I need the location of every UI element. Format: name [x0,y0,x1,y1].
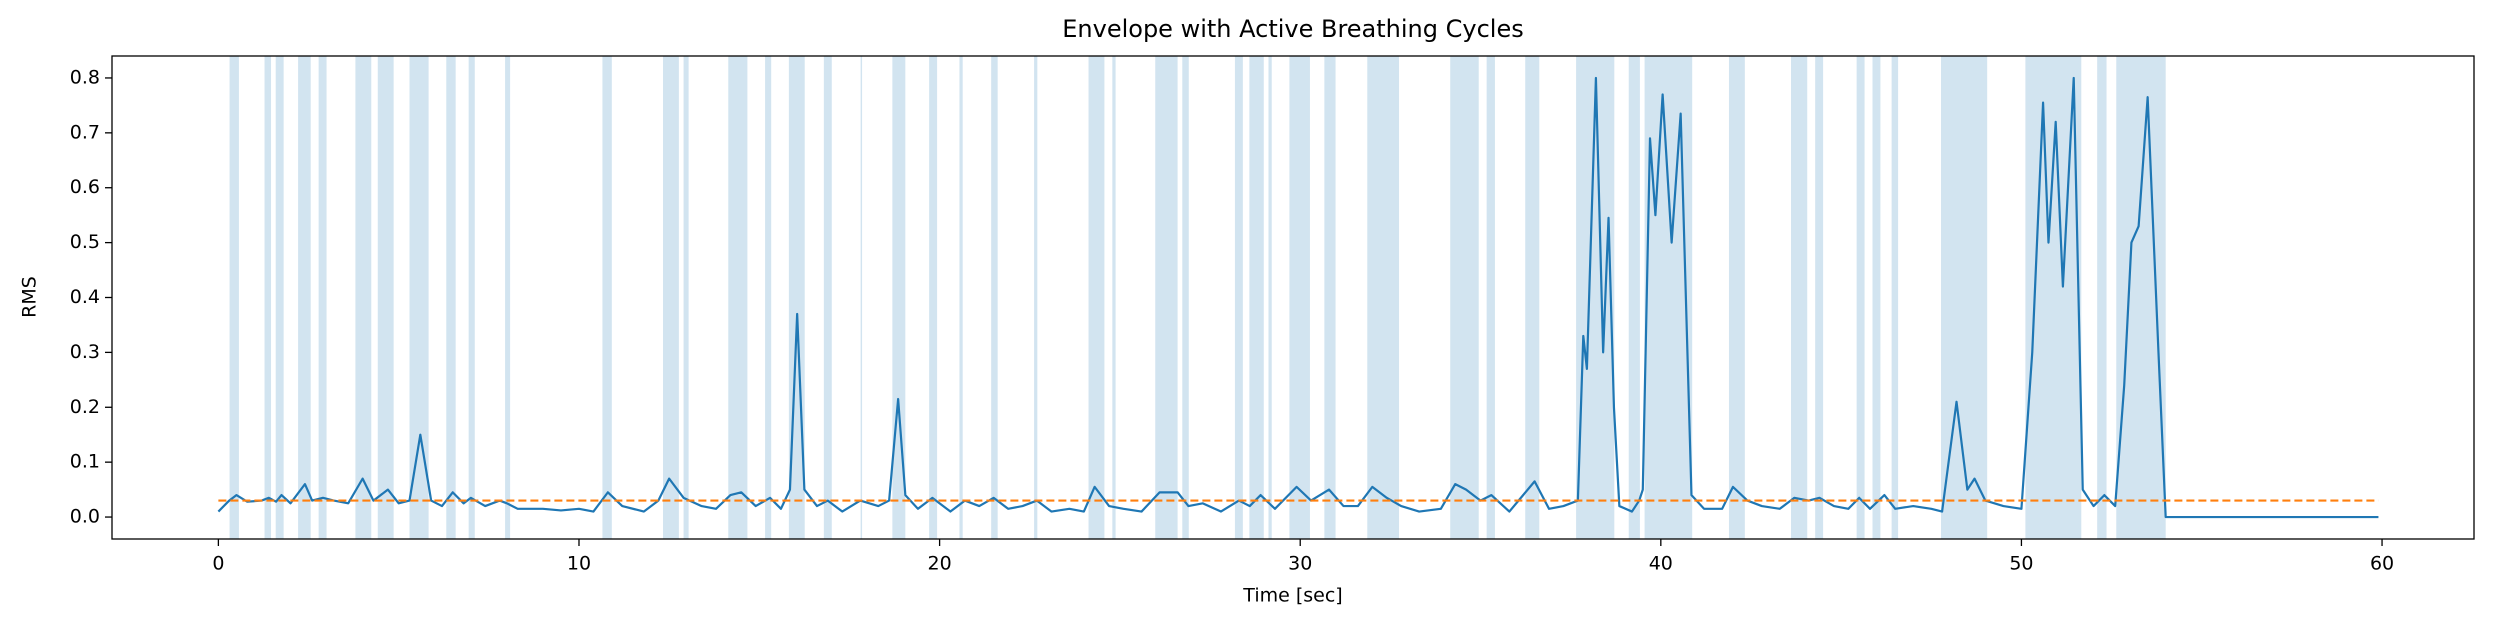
active-span [1728,56,1745,539]
active-span [1182,56,1189,539]
active-span [663,56,679,539]
y-tick-label: 0.3 [70,341,100,363]
active-span [823,56,832,539]
active-span [264,56,272,539]
active-span [991,56,998,539]
chart-title: Envelope with Active Breathing Cycles [1062,15,1523,43]
active-span [860,56,863,539]
y-tick-label: 0.0 [70,506,100,528]
active-span [1367,56,1400,539]
active-span [1234,56,1243,539]
active-span [959,56,963,539]
active-span [505,56,511,539]
active-span [1486,56,1495,539]
active-span [318,56,327,539]
y-tick-label: 0.2 [70,396,100,418]
active-span [2097,56,2107,539]
active-span [446,56,456,539]
active-span [929,56,938,539]
active-span [377,56,394,539]
active-span [1872,56,1881,539]
active-span [1034,56,1038,539]
plot-frame [111,55,2475,540]
active-span [275,56,284,539]
x-tick-label: 30 [1288,553,1312,575]
active-span [1268,56,1272,539]
active-span [1249,56,1264,539]
active-span [1112,56,1116,539]
active-span [1289,56,1310,539]
x-tick-label: 40 [1649,553,1673,575]
y-tick-label: 0.7 [70,121,100,143]
x-tick-label: 10 [567,553,591,575]
active-span [683,56,689,539]
active-span [2116,56,2166,539]
active-span [298,56,311,539]
y-tick-label: 0.4 [70,286,100,308]
active-span [1155,56,1178,539]
x-tick-label: 50 [2009,553,2033,575]
x-tick-label: 60 [2370,553,2394,575]
active-span [468,56,475,539]
active-span [1324,56,1336,539]
active-span [1815,56,1824,539]
active-span [728,56,748,539]
y-tick-label: 0.6 [70,176,100,198]
y-axis-label: RMS [19,276,41,318]
y-tick-label: 0.1 [70,451,100,473]
x-tick-label: 20 [928,553,952,575]
active-span [602,56,612,539]
active-span [1891,56,1899,539]
active-span [1644,56,1693,539]
active-span [1450,56,1479,539]
active-span [765,56,772,539]
active-span [355,56,372,539]
active-span [409,56,429,539]
active-span [1088,56,1105,539]
active-span [1628,56,1640,539]
y-tick-label: 0.8 [70,66,100,88]
active-span [1791,56,1808,539]
active-span [1856,56,1865,539]
x-axis-label: Time [sec] [1242,585,1342,607]
active-span [229,56,239,539]
x-tick-label: 0 [212,553,224,575]
active-span [1525,56,1540,539]
y-tick-label: 0.5 [70,231,100,253]
